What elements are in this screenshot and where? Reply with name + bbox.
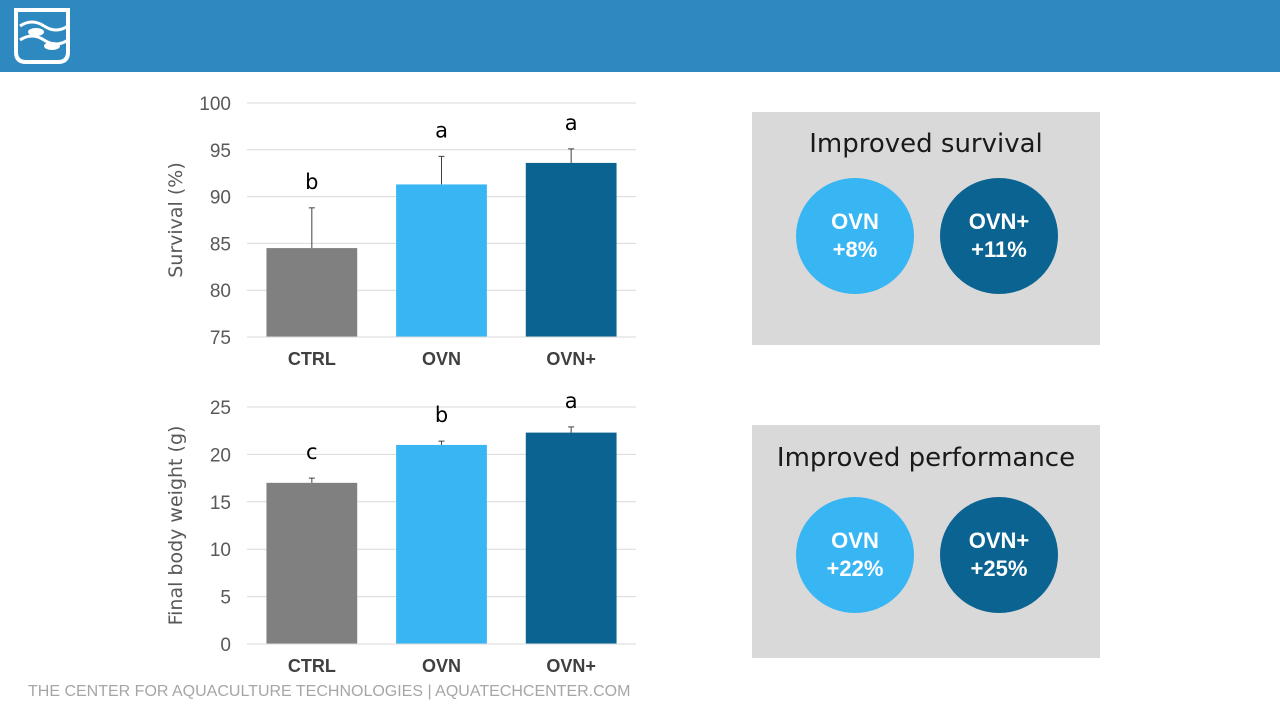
aquaculture-fish-logo bbox=[14, 8, 70, 64]
header-bar bbox=[0, 0, 1280, 72]
y-tick-label: 0 bbox=[220, 635, 231, 656]
significance-letter: a bbox=[435, 118, 448, 142]
circle-label: OVN bbox=[831, 209, 879, 234]
y-tick-label: 25 bbox=[210, 398, 231, 419]
circle-label: OVN+ bbox=[968, 528, 1030, 553]
body-weight-bar-chart: 0 5 10 15 20 25 c CTRL b OVN a OVN+ Final body weigh… bbox=[165, 389, 636, 676]
y-axis-label: Survival (%) bbox=[165, 162, 187, 278]
ovn-plus-survival-circle: OVN+ +11% bbox=[940, 178, 1058, 294]
survival-bar-chart: 75 80 85 90 95 100 b CTRL a OVN a OVN+ Survival (%) bbox=[165, 94, 636, 369]
y-tick-label: 5 bbox=[220, 588, 231, 609]
circle-label: OVN bbox=[831, 528, 879, 553]
y-tick-label: 75 bbox=[210, 328, 231, 349]
significance-letter: c bbox=[306, 440, 318, 464]
circle-label: OVN+ bbox=[968, 209, 1030, 234]
y-tick-label: 100 bbox=[199, 94, 231, 115]
y-tick-label: 20 bbox=[210, 445, 231, 466]
ovn-survival-circle: OVN +8% bbox=[796, 178, 914, 294]
bar-ovn-plus bbox=[525, 162, 617, 337]
y-axis-label: Final body weight (g) bbox=[165, 426, 187, 626]
performance-summary-panel: Improved performance OVN +22% OVN+ +25% bbox=[752, 425, 1100, 658]
y-tick-label: 10 bbox=[210, 540, 231, 561]
category-label: CTRL bbox=[288, 349, 336, 369]
circle-value: +11% bbox=[971, 237, 1027, 262]
category-label: OVN bbox=[422, 656, 461, 676]
y-tick-label: 90 bbox=[210, 188, 231, 209]
y-tick-label: 85 bbox=[210, 234, 231, 255]
bar-ovn bbox=[396, 184, 487, 337]
bar-ovn bbox=[396, 444, 487, 644]
y-tick-label: 15 bbox=[210, 493, 231, 514]
panel-title: Improved performance bbox=[776, 443, 1076, 473]
y-tick-label: 80 bbox=[210, 281, 231, 302]
y-tick-label: 95 bbox=[210, 141, 231, 162]
significance-letter: b bbox=[435, 403, 448, 427]
circle-value: +25% bbox=[970, 556, 1028, 581]
ovn-performance-circle: OVN +22% bbox=[796, 497, 914, 613]
category-label: OVN+ bbox=[546, 656, 596, 676]
circle-value: +22% bbox=[826, 556, 884, 581]
bar-ctrl bbox=[266, 482, 358, 644]
circle-value: +8% bbox=[832, 237, 878, 262]
bar-ovn-plus bbox=[525, 432, 617, 644]
bar-ctrl bbox=[266, 248, 358, 337]
category-label: OVN+ bbox=[546, 349, 596, 369]
significance-letter: b bbox=[305, 170, 318, 194]
ovn-plus-performance-circle: OVN+ +25% bbox=[940, 497, 1058, 613]
significance-letter: a bbox=[565, 389, 578, 413]
survival-summary-panel: Improved survival OVN +8% OVN+ +11% bbox=[752, 112, 1100, 345]
significance-letter: a bbox=[565, 111, 578, 135]
category-label: CTRL bbox=[288, 656, 336, 676]
category-label: OVN bbox=[422, 349, 461, 369]
footer-text: THE CENTER FOR AQUACULTURE TECHNOLOGIES … bbox=[28, 683, 631, 700]
panel-title: Improved survival bbox=[809, 129, 1043, 159]
